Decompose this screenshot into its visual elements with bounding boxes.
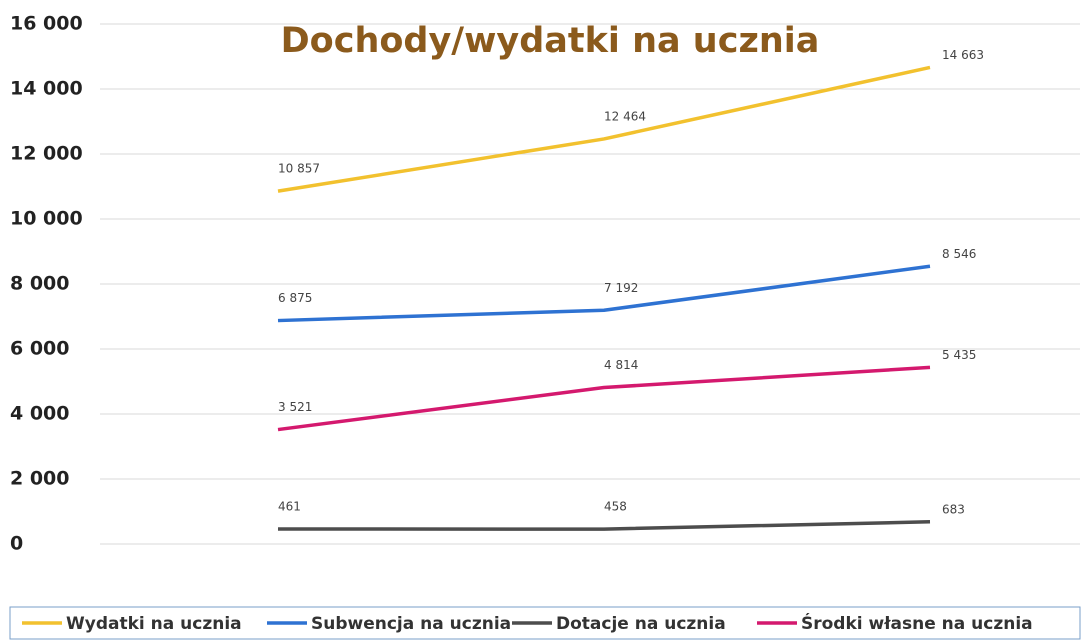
data-label: 8 546 — [942, 247, 976, 261]
y-tick-label: 12 000 — [10, 143, 83, 165]
line-series — [277, 264, 931, 323]
legend-label: Dotacje na ucznia — [556, 614, 726, 634]
data-label: 6 875 — [278, 291, 312, 305]
data-label: 683 — [942, 502, 965, 516]
data-label: 458 — [604, 500, 627, 514]
y-tick-label: 16 000 — [10, 13, 83, 35]
line-series — [277, 520, 931, 531]
data-label: 14 663 — [942, 48, 984, 62]
legend-label: Wydatki na ucznia — [66, 614, 242, 634]
data-label: 10 857 — [278, 162, 320, 176]
y-tick-label: 2 000 — [10, 468, 70, 490]
data-label: 7 192 — [604, 281, 638, 295]
data-label: 4 814 — [604, 358, 638, 372]
legend-label: Środki własne na ucznia — [801, 612, 1033, 634]
data-label: 461 — [278, 500, 301, 514]
line-series — [277, 365, 931, 432]
chart-title: Dochody/wydatki na ucznia — [281, 21, 820, 61]
data-label: 12 464 — [604, 109, 646, 123]
data-label: 3 521 — [278, 400, 312, 414]
legend-box — [9, 606, 1081, 640]
y-tick-label: 6 000 — [10, 338, 70, 360]
y-tick-label: 14 000 — [10, 78, 83, 100]
line-series — [277, 65, 931, 193]
data-label: 5 435 — [942, 348, 976, 362]
y-tick-label: 4 000 — [10, 403, 70, 425]
y-tick-label: 10 000 — [10, 208, 83, 230]
y-tick-label: 0 — [10, 533, 23, 555]
legend-label: Subwencja na ucznia — [311, 614, 511, 634]
y-tick-label: 8 000 — [10, 273, 70, 295]
